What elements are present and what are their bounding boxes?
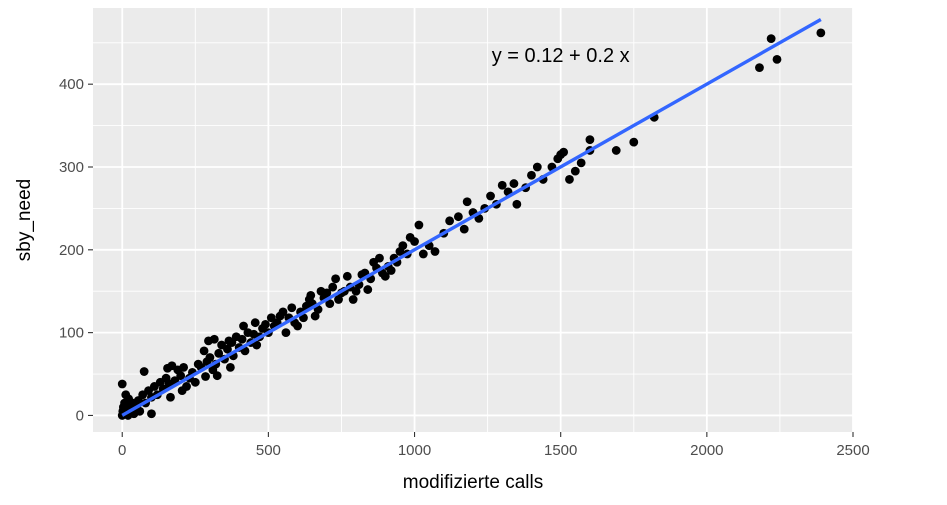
y-axis-ticks: 0 100 200 300 400 xyxy=(59,76,93,424)
data-point xyxy=(351,286,361,296)
data-point xyxy=(585,135,595,145)
data-point xyxy=(375,253,384,263)
data-point xyxy=(418,249,428,259)
data-point xyxy=(532,162,542,172)
x-axis-ticks: 0 500 1000 1500 2000 2500 xyxy=(118,432,870,459)
data-point xyxy=(287,303,297,313)
data-point xyxy=(212,371,222,381)
data-point xyxy=(497,180,507,190)
data-point xyxy=(310,311,320,321)
data-point xyxy=(527,170,536,180)
data-point xyxy=(281,328,291,338)
data-point xyxy=(386,266,396,275)
data-point xyxy=(348,295,358,304)
data-point xyxy=(261,319,270,329)
regression-equation: y = 0.12 + 0.2 x xyxy=(492,45,630,67)
data-point xyxy=(342,271,352,281)
data-point xyxy=(334,295,343,304)
data-point xyxy=(453,212,463,222)
data-point xyxy=(410,237,419,246)
y-axis-title: sby_need xyxy=(14,179,35,261)
major-gridlines xyxy=(93,8,854,432)
data-point xyxy=(486,191,495,201)
data-point xyxy=(237,334,247,344)
y-tick-label: 0 xyxy=(76,407,84,424)
x-tick-label: 1500 xyxy=(544,442,577,459)
data-point xyxy=(559,147,569,157)
data-point xyxy=(816,28,826,38)
x-tick-label: 1000 xyxy=(398,442,431,459)
data-point xyxy=(331,274,341,284)
data-point xyxy=(328,282,338,292)
data-point xyxy=(576,158,586,168)
data-point xyxy=(278,307,288,317)
x-tick-label: 500 xyxy=(256,442,281,459)
data-point xyxy=(293,321,303,331)
y-tick-label: 100 xyxy=(59,325,84,342)
data-point xyxy=(445,216,455,226)
data-point xyxy=(430,247,440,256)
data-point xyxy=(380,271,390,281)
data-point xyxy=(166,392,175,402)
data-point xyxy=(250,318,260,328)
y-tick-label: 300 xyxy=(59,159,84,176)
data-point xyxy=(398,241,408,251)
data-point xyxy=(306,290,316,300)
data-point xyxy=(509,179,519,188)
data-point xyxy=(135,406,145,416)
data-point xyxy=(139,367,149,376)
data-point xyxy=(325,299,335,309)
data-point xyxy=(462,197,472,207)
data-point xyxy=(199,346,209,356)
x-tick-label: 2500 xyxy=(836,442,869,459)
x-axis-title: modifizierte calls xyxy=(403,472,543,493)
y-tick-label: 400 xyxy=(59,76,84,93)
data-point xyxy=(629,137,639,147)
data-point xyxy=(252,340,262,350)
data-point xyxy=(459,224,469,234)
data-point xyxy=(190,377,200,387)
data-point xyxy=(363,285,373,294)
data-point xyxy=(201,372,210,381)
data-point xyxy=(223,344,232,354)
data-point xyxy=(225,363,235,372)
data-point xyxy=(570,166,580,176)
data-point xyxy=(147,409,156,419)
regression-line xyxy=(121,18,822,417)
minor-gridlines xyxy=(93,8,853,432)
data-point xyxy=(565,175,574,184)
data-point xyxy=(209,334,219,344)
data-point xyxy=(205,353,215,362)
data-point xyxy=(772,54,782,64)
data-point xyxy=(179,363,189,372)
data-point xyxy=(117,379,127,389)
data-point xyxy=(512,199,522,209)
data-point xyxy=(322,288,332,298)
x-tick-label: 0 xyxy=(118,442,126,459)
data-point xyxy=(766,34,776,44)
x-tick-label: 2000 xyxy=(690,442,723,459)
data-point xyxy=(239,321,248,331)
data-point xyxy=(214,348,224,358)
data-point xyxy=(414,220,424,230)
y-tick-label: 200 xyxy=(59,242,84,259)
data-point xyxy=(266,313,276,323)
data-point xyxy=(176,371,186,381)
data-point xyxy=(755,63,764,73)
data-point xyxy=(611,146,621,155)
data-point xyxy=(182,382,191,391)
